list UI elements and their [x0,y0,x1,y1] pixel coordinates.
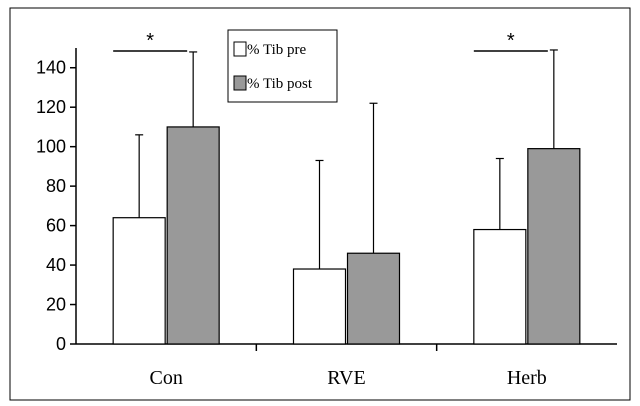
y-tick-label: 80 [46,176,66,196]
bar-rve-pre [292,268,347,345]
error-bars [135,49,558,270]
bar-con-pre [112,217,166,345]
y-tick-label: 100 [36,137,66,157]
legend-label: % Tib post [247,76,313,92]
bar-con-post [166,126,220,345]
y-tick-label: 40 [46,255,66,275]
legend-label: % Tib pre [247,42,307,58]
significance-star: * [146,30,154,52]
y-tick-label: 120 [36,97,66,117]
x-tick-label: Herb [507,367,547,389]
bar-rve-post [346,252,401,345]
y-tick-label: 140 [36,58,66,78]
bar-herb-pre [473,228,527,345]
x-tick-label: Con [149,367,182,389]
y-tick-label: 20 [46,295,66,315]
bars [112,126,581,345]
legend-swatch [233,75,247,91]
x-tick-label: RVE [327,367,365,389]
significance-markers: * * [113,30,548,52]
legend: % Tib pre % Tib post [227,29,338,103]
legend-swatch [233,41,247,57]
significance-star: * [507,30,515,52]
axes: 0 20 40 60 80 100 120 140 Con RVE Herb [36,48,617,389]
y-tick-label: 60 [46,216,66,236]
y-tick-label: 0 [56,334,66,354]
bar-herb-post [527,148,581,345]
